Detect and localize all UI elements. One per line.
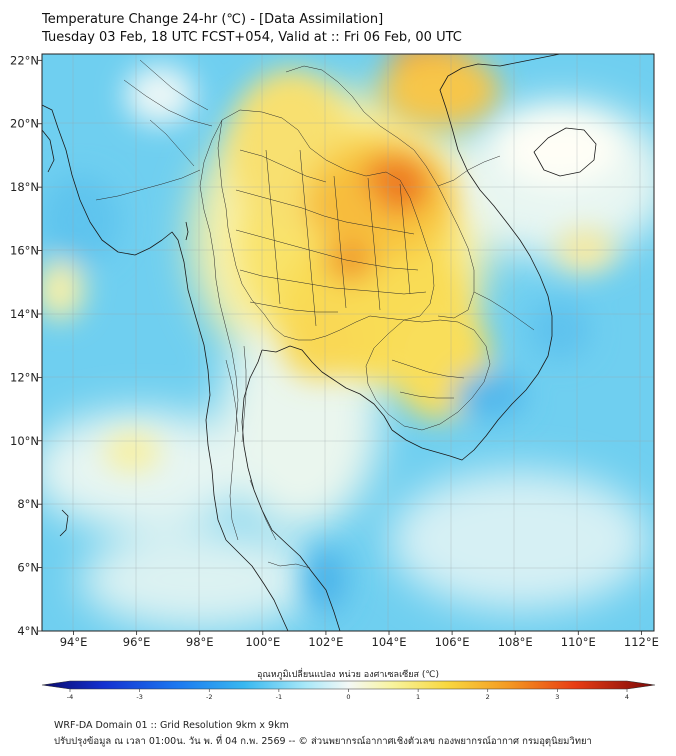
colorbar-label: อุณหภูมิเปลี่ยนแปลง หน่วย องศาเซลเซียส (… (257, 667, 439, 680)
lat-tick-label: 10°N (10, 434, 39, 448)
lon-tick-label: 102°E (308, 635, 343, 649)
lon-tick-label: 98°E (186, 635, 214, 649)
colorbar (41, 680, 656, 690)
lon-tick-label: 110°E (561, 635, 596, 649)
lat-tick-label: 20°N (10, 117, 39, 131)
colorbar-tick-label: -2 (206, 693, 212, 701)
map-subtitle: Tuesday 03 Feb, 18 UTC FCST+054, Valid a… (42, 30, 462, 45)
lat-tick-label: 6°N (17, 561, 39, 575)
lon-tick-label: 96°E (123, 635, 151, 649)
colorbar-tick-label: 4 (625, 693, 629, 701)
temperature-field (42, 54, 654, 631)
lat-tick-label: 16°N (10, 244, 39, 258)
footer-credit: ปรับปรุงข้อมูล ณ เวลา 01:00น. วัน พ. ที่… (54, 736, 592, 747)
lon-tick-label: 108°E (498, 635, 533, 649)
colorbar-tick-label: 2 (486, 693, 490, 701)
lat-tick-label: 18°N (10, 180, 39, 194)
lat-tick-label: 4°N (17, 624, 39, 638)
lat-tick-label: 8°N (17, 497, 39, 511)
footer-resolution: WRF-DA Domain 01 :: Grid Resolution 9km … (54, 720, 289, 731)
lon-tick-label: 94°E (60, 635, 88, 649)
colorbar-tick-label: -4 (67, 693, 73, 701)
colorbar-tick-label: 3 (555, 693, 559, 701)
colorbar-tick-label: -1 (276, 693, 282, 701)
lat-tick-label: 14°N (10, 307, 39, 321)
colorbar-ticks: -4 -3 -2 -1 0 1 2 3 4 (67, 689, 629, 701)
longitude-axis: 94°E 96°E 98°E 100°E 102°E 104°E 106°E 108°E 110… (60, 631, 659, 649)
lat-tick-label: 12°N (10, 370, 39, 384)
lat-tick-label: 22°N (10, 53, 39, 67)
colorbar-tick-label: 1 (416, 693, 420, 701)
lon-tick-label: 100°E (245, 635, 280, 649)
map-frame (41, 53, 655, 632)
admin-borders (95, 59, 535, 569)
colorbar-tick-label: 0 (346, 693, 350, 701)
latitude-axis: 22°N 20°N 18°N 16°N 14°N 12°N 10°N 8°N 6°N 4°N (10, 53, 42, 638)
colorbar-tick-label: -3 (136, 693, 142, 701)
lon-tick-label: 112°E (624, 635, 659, 649)
map-title: Temperature Change 24-hr (℃) - [Data Ass… (42, 12, 384, 27)
lon-tick-label: 104°E (372, 635, 407, 649)
lon-tick-label: 106°E (435, 635, 470, 649)
